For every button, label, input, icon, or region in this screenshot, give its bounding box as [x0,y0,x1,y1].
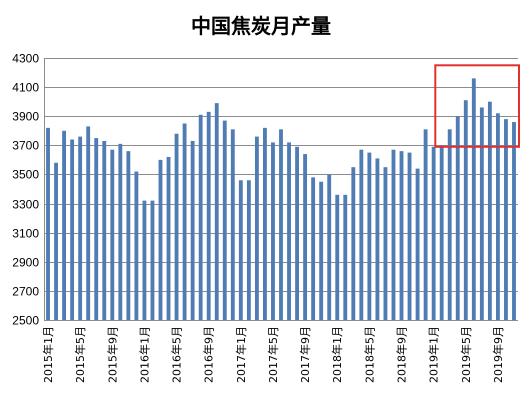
bar-2019年11月 [512,122,516,320]
bar-2015年9月 [110,149,115,320]
bar-2016年10月 [214,103,219,321]
bar-2018年6月 [375,158,380,320]
bar-2019年5月 [463,100,468,321]
bar-2017年9月 [303,154,308,320]
bar-2017年1月 [238,180,243,320]
bar-2016年12月 [230,129,235,320]
bar-2016年4月 [166,156,171,320]
y-tick-label: 3500 [12,168,39,182]
bar-2018年3月 [351,167,356,320]
bar-2015年10月 [118,143,123,320]
bar-2019年9月 [495,113,500,320]
bar-2015年2月 [54,162,58,320]
x-tick-label: 2016年5月 [170,326,184,383]
bar-2016年6月 [182,123,187,320]
bar-2015年12月 [134,171,139,320]
bar-2015年11月 [126,151,131,320]
bar-2016年2月 [150,200,155,320]
bar-2018年9月 [399,151,404,320]
x-tick-label: 2019年1月 [427,326,441,383]
bar-2015年5月 [78,136,83,320]
y-tick-label: 4300 [12,52,39,66]
x-axis-ticks: 2015年1月 2015年5月 2015年9月 2016年1月 2016年5月 2016年… [41,326,505,383]
axes [44,58,518,321]
y-tick-label: 2700 [12,285,39,299]
highlight-box [434,64,520,148]
bar-2017年7月 [287,142,291,320]
chart-title: 中国焦炭月产量 [191,14,331,38]
bar-2016年5月 [174,133,179,320]
y-tick-label: 3100 [12,227,39,241]
bar-2017年10月 [311,177,316,320]
bar-2018年1月 [335,194,340,320]
x-tick-label: 2017年9月 [298,326,312,383]
bar-2018年8月 [391,149,396,320]
bar-2017年5月 [271,142,275,320]
bar-2016年8月 [198,114,203,321]
bar-2015年3月 [62,130,67,320]
bar-2019年6月 [471,78,476,320]
y-tick-label: 3700 [12,139,39,153]
bar-2016年7月 [190,140,195,320]
bar-2019年4月 [455,116,460,320]
x-tick-label: 2019年9月 [491,326,505,383]
bar-2016年1月 [142,200,147,320]
x-tick-label: 2018年5月 [362,326,376,383]
bar-2016年9月 [206,111,211,320]
x-tick-label: 2015年1月 [41,326,55,383]
y-axis-ticks: 2500 2700 2900 3100 3300 3500 3700 3900 4100 4300 [12,52,39,328]
bar-2018年5月 [367,152,372,320]
bar-2015年8月 [102,140,107,320]
y-tick-label: 3900 [12,110,39,124]
bar-2019年10月 [504,119,508,320]
x-tick-label: 2019年5月 [459,326,473,383]
x-tick-label: 2015年5月 [73,326,87,383]
bar-2015年7月 [94,138,99,320]
x-tick-label: 2018年1月 [330,326,344,383]
bar-2016年3月 [158,159,163,320]
bars [46,78,516,321]
y-tick-label: 3300 [12,198,39,212]
bar-2018年7月 [383,167,388,320]
x-tick-label: 2016年9月 [202,326,216,383]
bar-2016年11月 [222,120,227,320]
bar-2019年2月 [439,145,444,320]
bar-2018年11月 [415,168,420,320]
bar-2017年8月 [295,146,299,320]
bar-2017年11月 [319,181,324,320]
bar-2018年4月 [359,149,364,320]
highlight-rectangle [434,64,520,148]
bar-2019年8月 [487,101,492,320]
bar-2018年2月 [343,194,348,320]
x-tick-label: 2015年9月 [105,326,119,383]
bar-2015年1月 [46,127,50,321]
bar-2017年12月 [327,174,332,320]
y-tick-label: 2500 [12,314,39,328]
bar-2015年6月 [86,126,91,320]
bar-2018年12月 [423,129,428,320]
bar-2017年2月 [246,180,251,320]
x-tick-label: 2018年9月 [395,326,409,383]
y-tick-label: 4100 [12,81,39,95]
bar-2019年1月 [431,146,436,320]
bar-2018年10月 [407,152,412,320]
bar-2017年6月 [279,129,283,320]
bar-2017年4月 [263,127,267,321]
x-tick-label: 2017年5月 [266,326,280,383]
bar-2019年7月 [479,107,484,321]
bar-2017年3月 [254,136,259,320]
x-tick-label: 2016年1月 [137,326,151,383]
y-tick-label: 2900 [12,256,39,270]
bar-2019年3月 [447,129,452,320]
x-tick-label: 2017年1月 [234,326,248,383]
bar-2015年4月 [70,139,75,320]
